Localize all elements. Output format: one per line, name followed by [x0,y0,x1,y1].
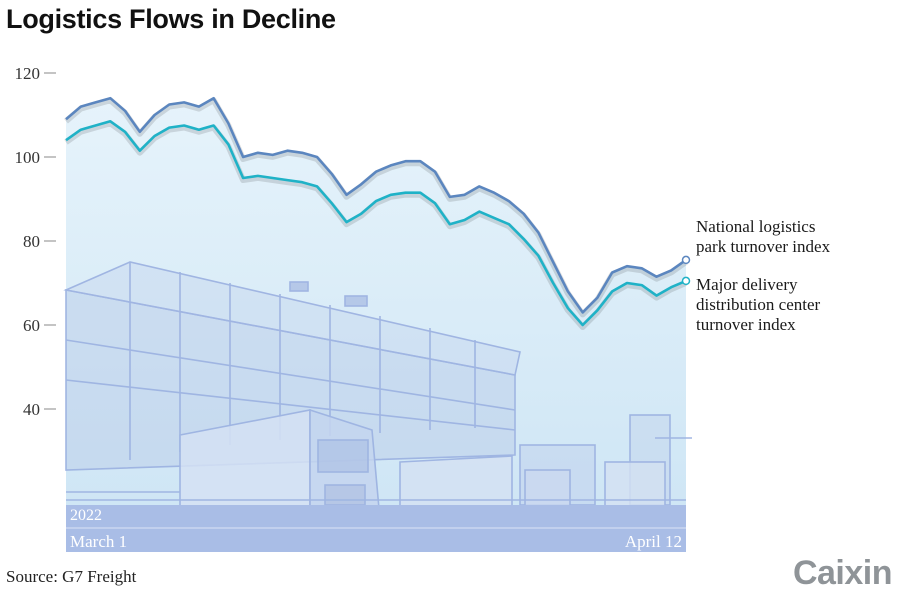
series-label-national: National logistics park turnover index [696,217,831,256]
series-line-national-shadow [64,97,688,318]
y-tick-label: 80 [23,232,40,251]
series-line-major-delivery-end-marker [681,276,691,286]
series-line-major-delivery-shadow [64,120,688,330]
y-axis: 40 60 80 100 120 [15,64,56,419]
y-tick-label: 40 [23,400,40,419]
x-start-label: March 1 [70,532,127,551]
y-tick-label: 100 [15,148,41,167]
year-label: 2022 [70,507,102,524]
y-tick-label: 120 [15,64,41,83]
series-label-major-delivery: Major delivery distribution center turno… [696,275,821,334]
series-line-national [65,96,687,314]
series-line-national-end-marker [681,255,691,265]
series-line-major-delivery [65,120,687,327]
chart-title: Logistics Flows in Decline [6,4,336,34]
source-note: Source: G7 Freight [6,567,137,586]
warehouse-trucks-illustration [63,261,692,530]
y-tick-label: 60 [23,316,40,335]
x-end-label: April 12 [625,532,682,551]
series-group [64,96,691,330]
brand-logo: Caixin [792,554,893,592]
